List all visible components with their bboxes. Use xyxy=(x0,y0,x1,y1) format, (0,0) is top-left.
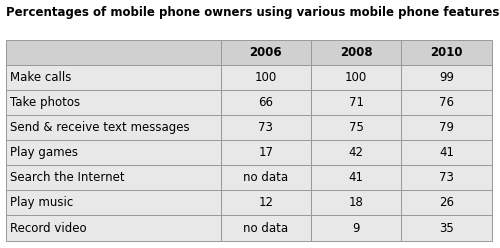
Bar xyxy=(311,115,402,140)
Bar xyxy=(6,216,220,241)
Text: 42: 42 xyxy=(348,146,364,159)
Text: 26: 26 xyxy=(439,196,454,209)
Text: 9: 9 xyxy=(352,221,360,235)
Bar xyxy=(220,65,311,90)
Bar xyxy=(311,90,402,115)
Bar xyxy=(311,65,402,90)
Bar xyxy=(311,140,402,165)
Text: 2008: 2008 xyxy=(340,46,372,59)
Bar xyxy=(220,90,311,115)
Text: Record video: Record video xyxy=(10,221,86,235)
Bar xyxy=(311,190,402,216)
Text: Make calls: Make calls xyxy=(10,71,72,84)
Bar xyxy=(6,90,220,115)
Text: 76: 76 xyxy=(439,96,454,109)
Text: no data: no data xyxy=(244,221,288,235)
Bar xyxy=(6,115,220,140)
Text: no data: no data xyxy=(244,171,288,184)
Text: 12: 12 xyxy=(258,196,274,209)
Bar xyxy=(402,65,492,90)
Text: 41: 41 xyxy=(439,146,454,159)
Text: Play games: Play games xyxy=(10,146,78,159)
Bar xyxy=(220,115,311,140)
Bar xyxy=(6,140,220,165)
Bar xyxy=(402,90,492,115)
Bar xyxy=(6,165,220,190)
Text: Send & receive text messages: Send & receive text messages xyxy=(10,121,190,134)
Text: 2010: 2010 xyxy=(430,46,462,59)
Text: 100: 100 xyxy=(254,71,277,84)
Bar xyxy=(6,40,220,65)
Text: Percentages of mobile phone owners using various mobile phone features: Percentages of mobile phone owners using… xyxy=(6,6,500,19)
Text: 100: 100 xyxy=(345,71,368,84)
Text: Search the Internet: Search the Internet xyxy=(10,171,124,184)
Text: 75: 75 xyxy=(348,121,364,134)
Text: 2006: 2006 xyxy=(250,46,282,59)
Bar xyxy=(311,216,402,241)
Bar xyxy=(402,190,492,216)
Bar xyxy=(220,216,311,241)
Text: 99: 99 xyxy=(439,71,454,84)
Text: 71: 71 xyxy=(348,96,364,109)
Bar xyxy=(220,140,311,165)
Bar xyxy=(311,40,402,65)
Text: 18: 18 xyxy=(348,196,364,209)
Text: 73: 73 xyxy=(439,171,454,184)
Text: Take photos: Take photos xyxy=(10,96,80,109)
Text: 66: 66 xyxy=(258,96,274,109)
Text: 41: 41 xyxy=(348,171,364,184)
Bar xyxy=(402,40,492,65)
Bar xyxy=(220,190,311,216)
Bar xyxy=(311,165,402,190)
Text: 73: 73 xyxy=(258,121,274,134)
Bar xyxy=(6,65,220,90)
Bar xyxy=(220,40,311,65)
Text: 79: 79 xyxy=(439,121,454,134)
Bar xyxy=(220,165,311,190)
Text: Play music: Play music xyxy=(10,196,73,209)
Bar xyxy=(6,190,220,216)
Bar xyxy=(402,216,492,241)
Text: 17: 17 xyxy=(258,146,274,159)
Text: 35: 35 xyxy=(439,221,454,235)
Bar xyxy=(402,140,492,165)
Bar xyxy=(402,165,492,190)
Bar xyxy=(402,115,492,140)
